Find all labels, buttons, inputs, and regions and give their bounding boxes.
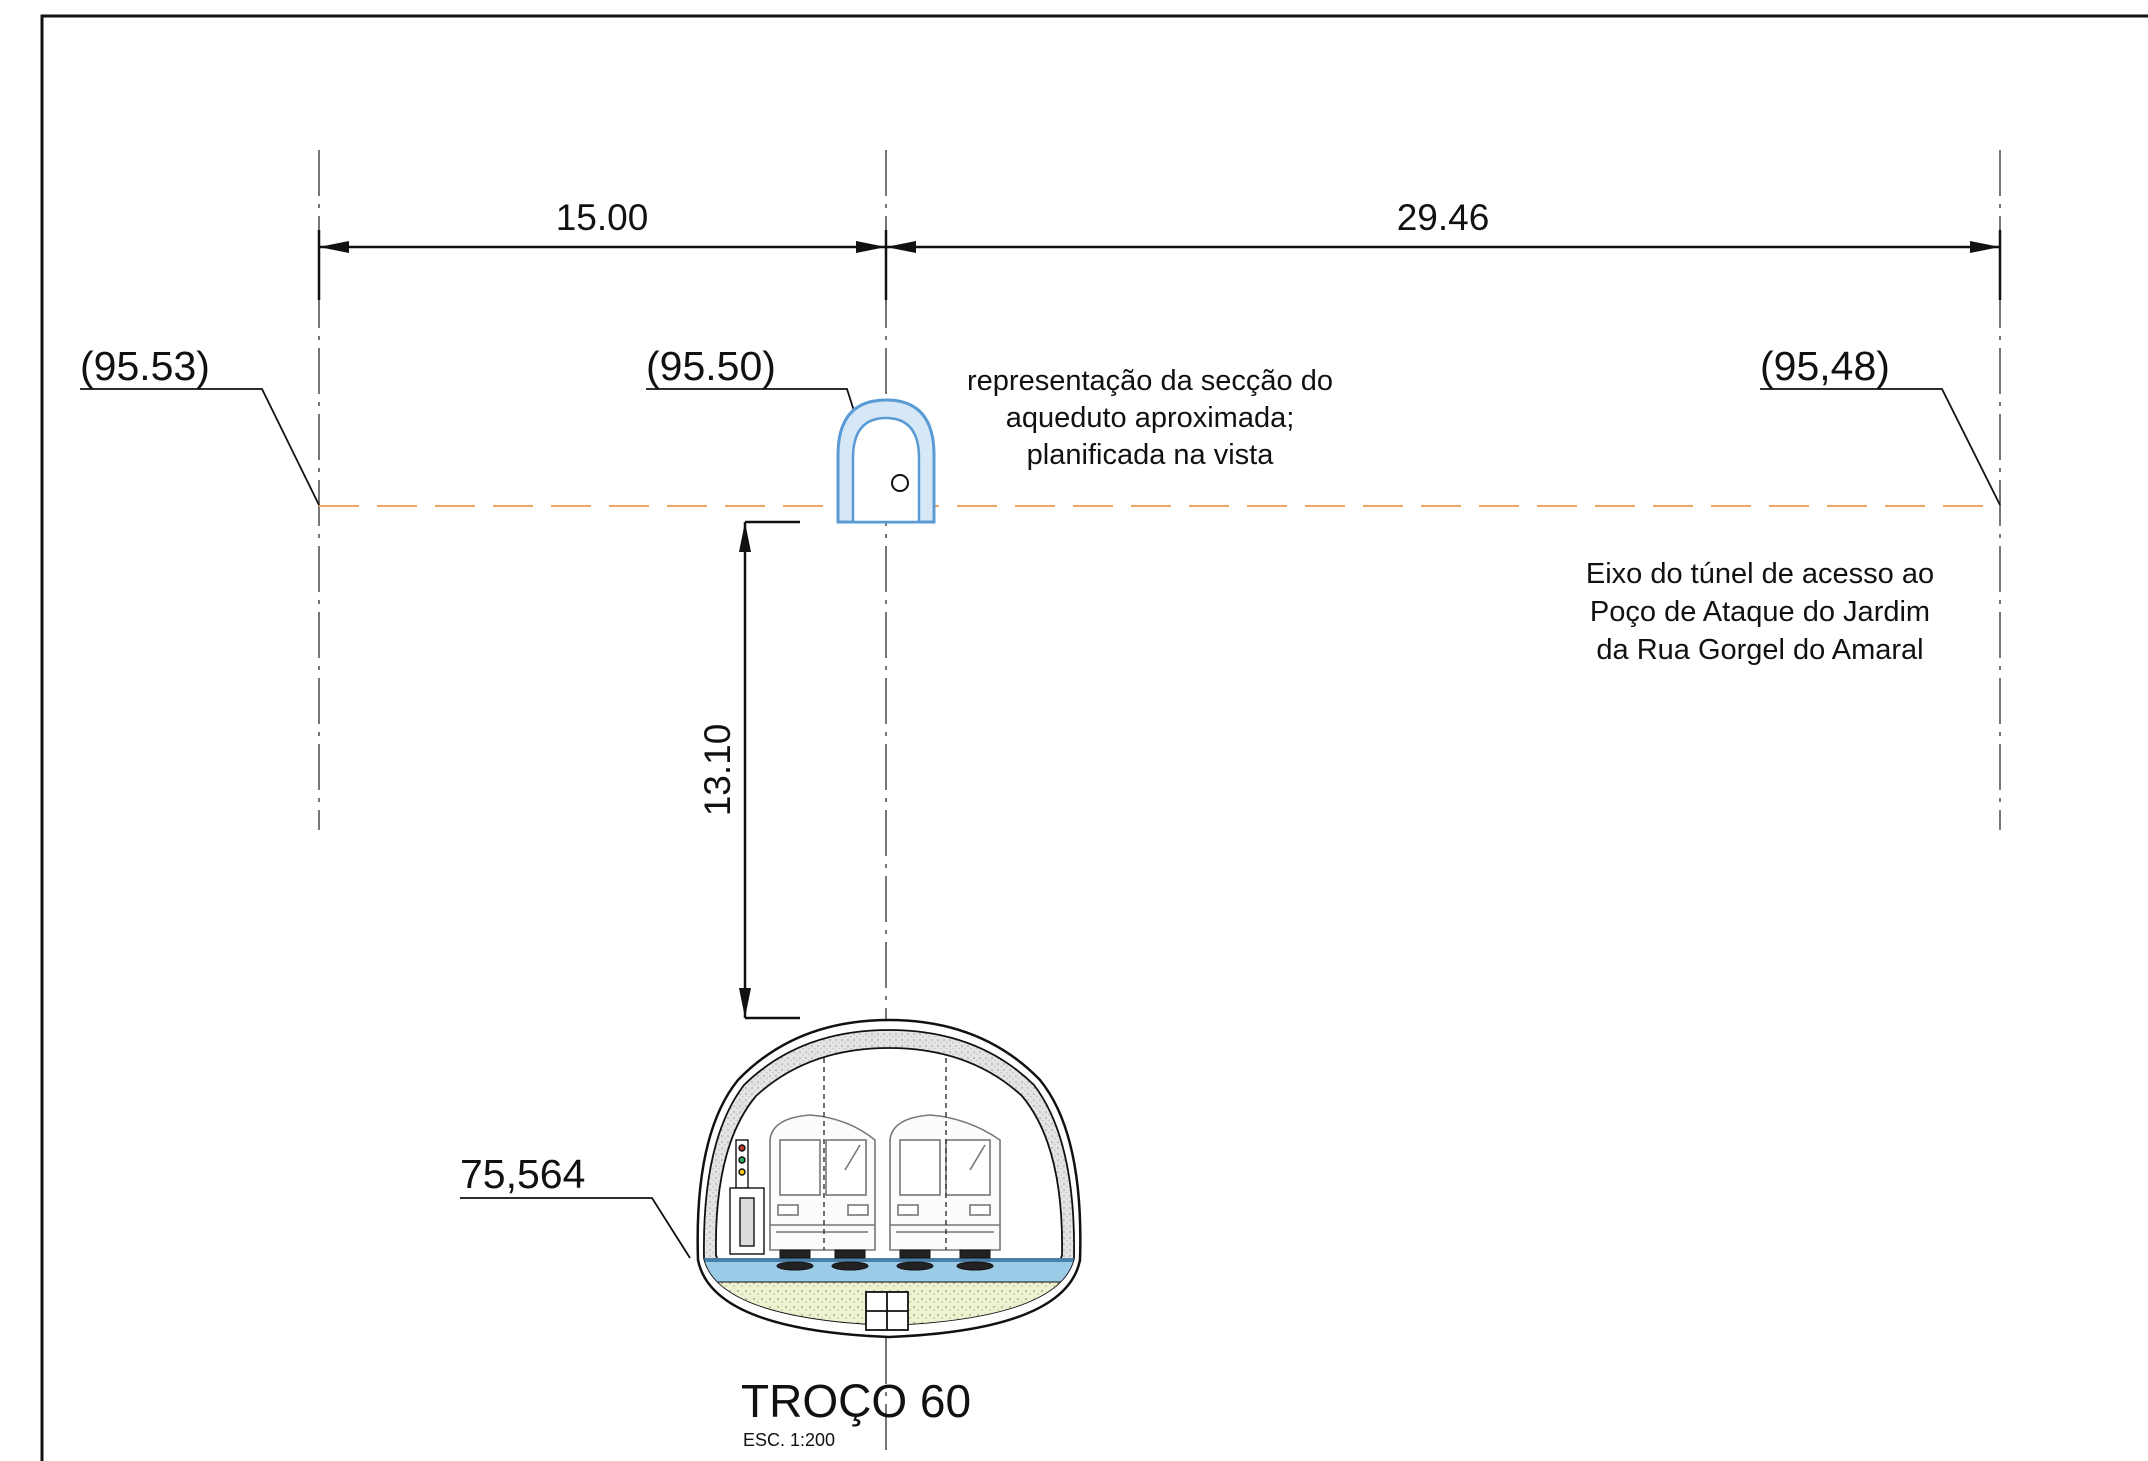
- aqueduct-pipe-icon: [891, 474, 909, 492]
- dim-right-span: 29.46: [1397, 197, 1490, 238]
- horizontal-dimension: [317, 230, 2002, 300]
- elevation-rail-level: 75,564: [460, 1151, 585, 1197]
- track-bed: [703, 1259, 1075, 1283]
- tunnel-axis-note-line-3: da Rua Gorgel do Amaral: [1596, 634, 1923, 666]
- section-scale: ESC. 1:200: [743, 1430, 835, 1450]
- train-right: [889, 1114, 1001, 1251]
- elevation-left: (95.53): [80, 343, 210, 389]
- tunnel-axis-note-line-2: Poço de Ataque do Jardim: [1590, 596, 1930, 628]
- drainage-box: [865, 1291, 909, 1331]
- dim-left-span: 15.00: [556, 197, 649, 238]
- aqueduct-note-line-2: aqueduto aproximada;: [1006, 402, 1295, 434]
- dim-vertical-depth: 13.10: [697, 724, 738, 817]
- elevation-right: (95,48): [1760, 343, 1890, 389]
- elevation-center: (95.50): [646, 343, 776, 389]
- sheet-border: [40, 14, 2148, 1461]
- tunnel-cross-section: [696, 1018, 1082, 1339]
- aqueduct-note-line-3: planificada na vista: [1027, 439, 1275, 471]
- reference-axes: [318, 150, 2001, 1450]
- signal-post: [729, 1139, 765, 1255]
- vertical-dimension: [739, 520, 800, 1020]
- track-hardware: [776, 1249, 994, 1271]
- train-left: [769, 1114, 876, 1251]
- section-title: TROÇO 60: [741, 1375, 971, 1427]
- aqueduct-section: [836, 398, 936, 524]
- aqueduct-note-line-1: representação da secção do: [967, 365, 1333, 397]
- tunnel-axis-note-line-1: Eixo do túnel de acesso ao: [1586, 558, 1934, 590]
